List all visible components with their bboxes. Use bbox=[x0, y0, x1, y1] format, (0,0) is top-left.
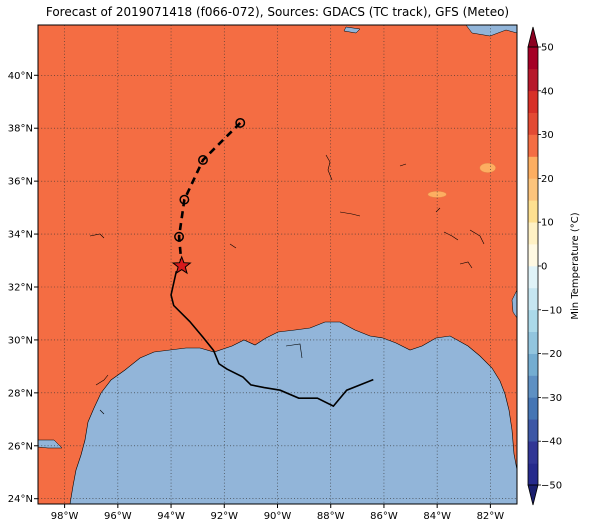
coastal-inlet bbox=[511, 289, 517, 319]
forecast-position-marker bbox=[174, 231, 184, 242]
colorbar: 50 40 30 20 10 0 −10 −20 −30 −40 −50 bbox=[527, 26, 562, 506]
colorbar-tick-label: −10 bbox=[541, 305, 562, 316]
colorbar-level bbox=[528, 134, 538, 157]
colorbar-label: Min Temperature (°C) bbox=[570, 212, 581, 319]
colorbar-over-arrow bbox=[527, 26, 539, 48]
colorbar-level bbox=[528, 375, 538, 398]
colorbar-tick-label: 10 bbox=[541, 218, 554, 229]
colorbar-tick-label: −20 bbox=[541, 349, 562, 360]
forecast-position-marker bbox=[198, 155, 208, 165]
colorbar-tick-label: 30 bbox=[541, 130, 554, 141]
coastal-inlet bbox=[38, 439, 63, 449]
x-tick-label: 98°W bbox=[51, 511, 79, 522]
forecast-track-line bbox=[177, 121, 242, 266]
forecast-position-marker bbox=[179, 194, 190, 205]
x-tick-label: 96°W bbox=[104, 511, 132, 522]
x-tick-label: 82°W bbox=[477, 511, 505, 522]
y-tick-label: 26°N bbox=[8, 441, 33, 452]
colorbar-level bbox=[528, 309, 538, 332]
colorbar-level bbox=[528, 397, 538, 420]
current-position-star-icon bbox=[171, 255, 192, 275]
y-tick-label: 24°N bbox=[8, 494, 33, 505]
x-axis-ticks: 98°W 96°W 94°W 92°W 90°W 88°W 86°W 84°W 82°W bbox=[51, 504, 505, 522]
x-tick-label: 90°W bbox=[264, 511, 292, 522]
colorbar-level bbox=[528, 47, 538, 70]
warm-patch bbox=[427, 190, 447, 198]
colorbar-tick-label: 40 bbox=[541, 86, 554, 97]
colorbar-tick-label: −30 bbox=[541, 393, 562, 404]
colorbar-level bbox=[528, 353, 538, 376]
colorbar-level bbox=[528, 200, 538, 223]
colorbar-level bbox=[528, 178, 538, 201]
x-tick-label: 84°W bbox=[423, 511, 451, 522]
colorbar-tick-label: 50 bbox=[541, 43, 554, 54]
x-tick-label: 94°W bbox=[157, 511, 185, 522]
y-tick-label: 30°N bbox=[8, 335, 33, 346]
colorbar-level bbox=[528, 287, 538, 311]
y-tick-label: 34°N bbox=[8, 230, 33, 241]
state-borders bbox=[89, 154, 485, 415]
colorbar-tick-label: −40 bbox=[541, 437, 562, 448]
lake-shape bbox=[446, 25, 517, 37]
x-tick-label: 86°W bbox=[370, 511, 398, 522]
colorbar-level bbox=[528, 68, 538, 92]
y-tick-label: 40°N bbox=[8, 71, 33, 82]
map-title: Forecast of 2019071418 (f066-072), Sourc… bbox=[45, 5, 510, 19]
y-tick-label: 38°N bbox=[8, 124, 33, 135]
colorbar-tick-label: 0 bbox=[541, 262, 547, 273]
map-area[interactable] bbox=[38, 25, 517, 504]
colorbar-level bbox=[528, 441, 538, 464]
colorbar-level bbox=[528, 463, 538, 486]
warm-patch bbox=[479, 162, 496, 173]
forecast-position-marker bbox=[235, 117, 246, 128]
y-tick-label: 32°N bbox=[8, 282, 33, 293]
colorbar-level bbox=[528, 222, 538, 245]
observed-track-line bbox=[170, 270, 374, 408]
colorbar-level bbox=[528, 156, 538, 179]
colorbar-level bbox=[528, 331, 538, 354]
colorbar-level bbox=[528, 112, 538, 135]
y-tick-label: 36°N bbox=[8, 177, 33, 188]
y-tick-label: 28°N bbox=[8, 388, 33, 399]
y-axis-ticks: 24°N 26°N 28°N 30°N 32°N 34°N 36°N 38°N 40°N bbox=[8, 71, 38, 505]
colorbar-tick-label: 20 bbox=[541, 174, 554, 185]
colorbar-level bbox=[528, 266, 538, 289]
colorbar-under-arrow bbox=[527, 484, 539, 506]
warm-patches bbox=[427, 162, 496, 198]
cyclone-track bbox=[170, 117, 374, 408]
colorbar-level bbox=[528, 419, 538, 442]
x-tick-label: 92°W bbox=[210, 511, 238, 522]
x-tick-label: 88°W bbox=[317, 511, 345, 522]
colorbar-level bbox=[528, 90, 538, 113]
colorbar-level bbox=[528, 244, 538, 267]
gulf-of-mexico bbox=[69, 321, 517, 504]
lake-shape bbox=[343, 26, 361, 34]
colorbar-tick-label: −50 bbox=[541, 481, 562, 492]
